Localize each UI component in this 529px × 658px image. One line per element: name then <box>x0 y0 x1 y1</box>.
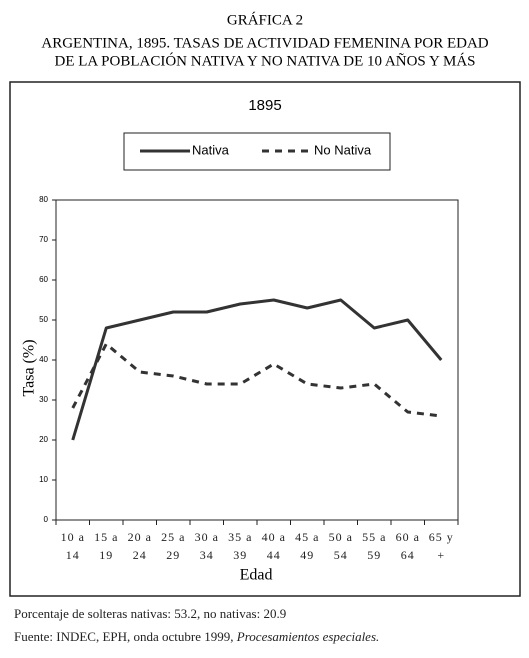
x-tick-label: 65 y + <box>428 530 454 562</box>
x-tick-label: 10 a 14 <box>60 530 85 562</box>
figure-label: GRÁFICA 2 <box>227 11 303 28</box>
y-tick-label: 10 <box>39 475 48 484</box>
x-axis-title: Edad <box>240 567 273 584</box>
y-tick-label: 70 <box>39 235 48 244</box>
y-axis-title: Tasa (%) <box>21 339 38 396</box>
legend-label: No Nativa <box>314 142 372 157</box>
x-tick-label: 60 a 64 <box>395 530 420 562</box>
series-line <box>71 298 443 441</box>
x-tick-label: 55 a 59 <box>362 530 387 562</box>
source: Fuente: INDEC, EPH, onda octubre 1999, P… <box>14 629 379 645</box>
note: Porcentaje de solteras nativas: 53.2, no… <box>14 606 287 621</box>
series-line <box>71 342 442 418</box>
x-tick-label: 35 a 39 <box>228 530 253 562</box>
x-tick-label: 25 a 29 <box>161 530 186 562</box>
figure-title: DE LA POBLACIÓN NATIVA Y NO NATIVA DE 10… <box>54 52 475 69</box>
x-tick-label: 50 a 54 <box>328 530 353 562</box>
source-text: Fuente: INDEC, EPH, onda octubre 1999, <box>14 629 237 644</box>
x-tick-label: 40 a 44 <box>261 530 286 562</box>
plot-area <box>55 199 459 521</box>
chart-title: 1895 <box>248 97 281 114</box>
legend-box <box>123 132 391 171</box>
y-tick-label: 60 <box>39 275 48 284</box>
x-tick-label: 45 a 49 <box>295 530 320 562</box>
y-tick-label: 40 <box>39 355 48 364</box>
legend-label: Nativa <box>192 142 230 157</box>
x-tick-label: 30 a 34 <box>194 530 219 562</box>
x-tick-label: 15 a 19 <box>94 530 119 562</box>
y-tick-label: 20 <box>39 435 48 444</box>
x-tick-label: 20 a 24 <box>127 530 152 562</box>
y-tick-label: 50 <box>39 315 48 324</box>
chart-frame <box>9 81 521 597</box>
source-italic: Procesamientos especiales. <box>236 629 380 644</box>
y-tick-label: 30 <box>39 395 48 404</box>
figure-title: ARGENTINA, 1895. TASAS DE ACTIVIDAD FEME… <box>41 35 488 51</box>
y-tick-label: 80 <box>39 195 48 204</box>
y-tick-label: 0 <box>44 515 49 524</box>
